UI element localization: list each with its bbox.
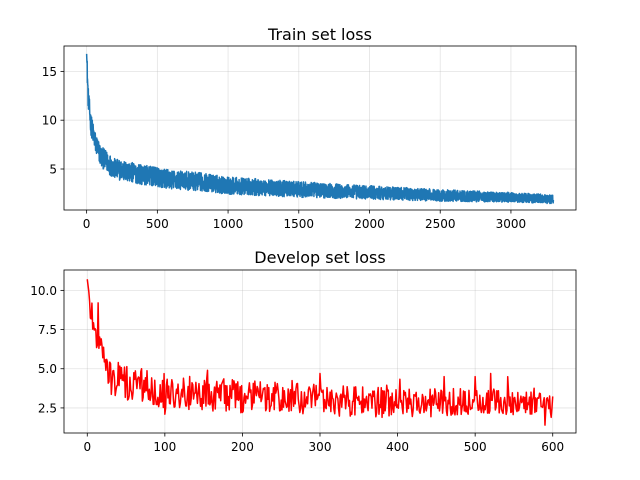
x-tick-label: 200 xyxy=(231,440,254,454)
y-tick-label: 2.5 xyxy=(38,401,57,415)
x-tick-label: 1000 xyxy=(213,217,244,231)
train-chart-grid xyxy=(64,46,576,210)
x-tick-label: 400 xyxy=(386,440,409,454)
develop-chart-ticks: 0 100 200 300 400 500 600 2.5 5.0 7.5 10.0 xyxy=(30,284,564,454)
train-chart-frame xyxy=(63,45,577,211)
x-tick-label: 500 xyxy=(146,217,169,231)
x-tick-label: 100 xyxy=(153,440,176,454)
x-tick-label: 500 xyxy=(464,440,487,454)
y-tick-label: 15 xyxy=(42,65,57,79)
y-tick-label: 5.0 xyxy=(38,362,57,376)
train-loss-chart: Train set loss 0 500 1000 1500 2000 2500 3000 5… xyxy=(42,25,577,231)
y-tick-label: 10 xyxy=(42,114,57,128)
y-tick-label: 5 xyxy=(49,163,57,177)
y-tick-label: 7.5 xyxy=(38,323,57,337)
x-tick-label: 3000 xyxy=(496,217,527,231)
x-tick-label: 0 xyxy=(83,440,91,454)
train-loss-line xyxy=(85,53,555,205)
develop-chart-title: Develop set loss xyxy=(254,248,385,267)
develop-loss-chart: Develop set loss 0 100 200 300 400 500 600 2.5 5… xyxy=(30,248,577,454)
x-tick-label: 1500 xyxy=(284,217,315,231)
x-tick-label: 0 xyxy=(83,217,91,231)
x-tick-label: 600 xyxy=(541,440,564,454)
train-chart-ticks: 0 500 1000 1500 2000 2500 3000 5 10 15 xyxy=(42,65,526,231)
x-tick-label: 2000 xyxy=(354,217,385,231)
y-tick-label: 10.0 xyxy=(30,284,57,298)
x-tick-label: 300 xyxy=(309,440,332,454)
train-chart-title: Train set loss xyxy=(267,25,372,44)
x-tick-label: 2500 xyxy=(425,217,456,231)
develop-loss-line xyxy=(86,279,554,426)
